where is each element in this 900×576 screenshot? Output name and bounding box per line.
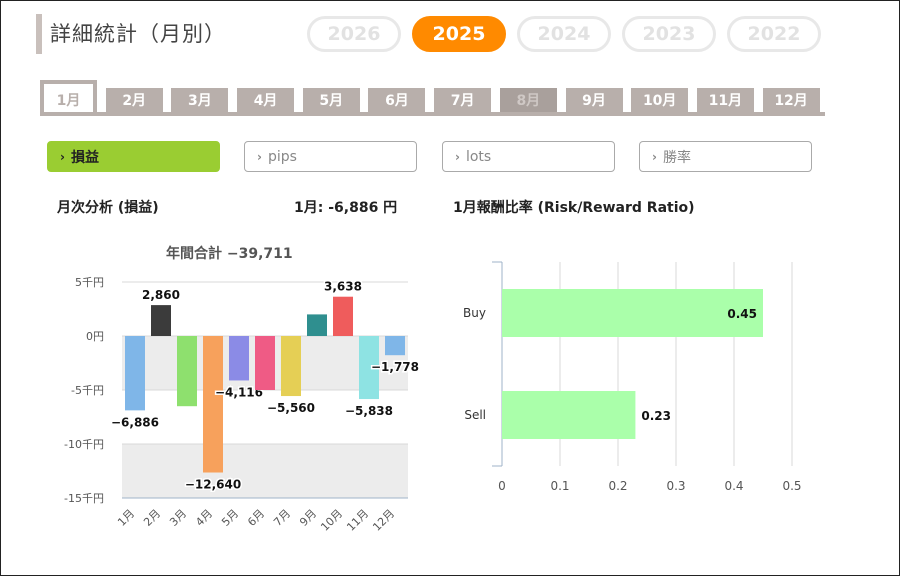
monthly-analysis-heading: 月次分析 (損益) — [57, 200, 159, 216]
tab-month-2[interactable]: 2月 — [105, 88, 163, 112]
chevron-right-icon: › — [257, 149, 262, 164]
metric-button-0[interactable]: › 損益 — [47, 141, 220, 172]
tabs-underline — [40, 112, 825, 116]
risk-reward-heading: 1月報酬比率 (Risk/Reward Ratio) — [453, 200, 695, 216]
chevron-right-icon: › — [455, 149, 460, 164]
tab-month-11[interactable]: 11月 — [696, 88, 754, 112]
title-accent-bar — [36, 14, 42, 54]
chevron-right-icon: › — [60, 149, 65, 164]
year-selector: 2026 2025 2024 2023 2022 — [307, 16, 832, 52]
page-title: 詳細統計（月別） — [50, 22, 226, 46]
metric-label: pips — [267, 148, 297, 165]
annual-total: 年間合計 −39,711 — [166, 246, 293, 262]
tab-month-3[interactable]: 3月 — [171, 88, 229, 112]
metric-label: 勝率 — [662, 149, 691, 166]
year-button-2026[interactable]: 2026 — [307, 16, 401, 52]
month-summary: 1月: -6,886 円 — [294, 200, 398, 216]
year-button-2025[interactable]: 2025 — [412, 16, 506, 52]
tab-month-4[interactable]: 4月 — [237, 88, 295, 112]
tab-month-10[interactable]: 10月 — [631, 88, 689, 112]
tab-month-6[interactable]: 6月 — [368, 88, 426, 112]
tab-month-7[interactable]: 7月 — [434, 88, 492, 112]
metric-button-3[interactable]: › 勝率 — [639, 141, 812, 172]
metric-button-2[interactable]: › lots — [442, 141, 615, 172]
chevron-right-icon: › — [652, 149, 657, 164]
tab-month-9[interactable]: 9月 — [565, 88, 623, 112]
metric-button-1[interactable]: › pips — [244, 141, 417, 172]
tab-month-1[interactable]: 1月 — [40, 80, 97, 116]
metric-label: 損益 — [70, 149, 99, 166]
tab-month-5[interactable]: 5月 — [302, 88, 360, 112]
tab-month-8: 8月 — [499, 88, 557, 112]
tab-month-12[interactable]: 12月 — [762, 88, 820, 112]
year-button-2024[interactable]: 2024 — [517, 16, 611, 52]
year-button-2022[interactable]: 2022 — [727, 16, 821, 52]
month-tabs: 1月 2月 3月 4月 5月 6月 7月 8月 9月 10月 11月 12月 — [40, 80, 828, 116]
year-button-2023[interactable]: 2023 — [622, 16, 716, 52]
metric-label: lots — [465, 148, 492, 165]
